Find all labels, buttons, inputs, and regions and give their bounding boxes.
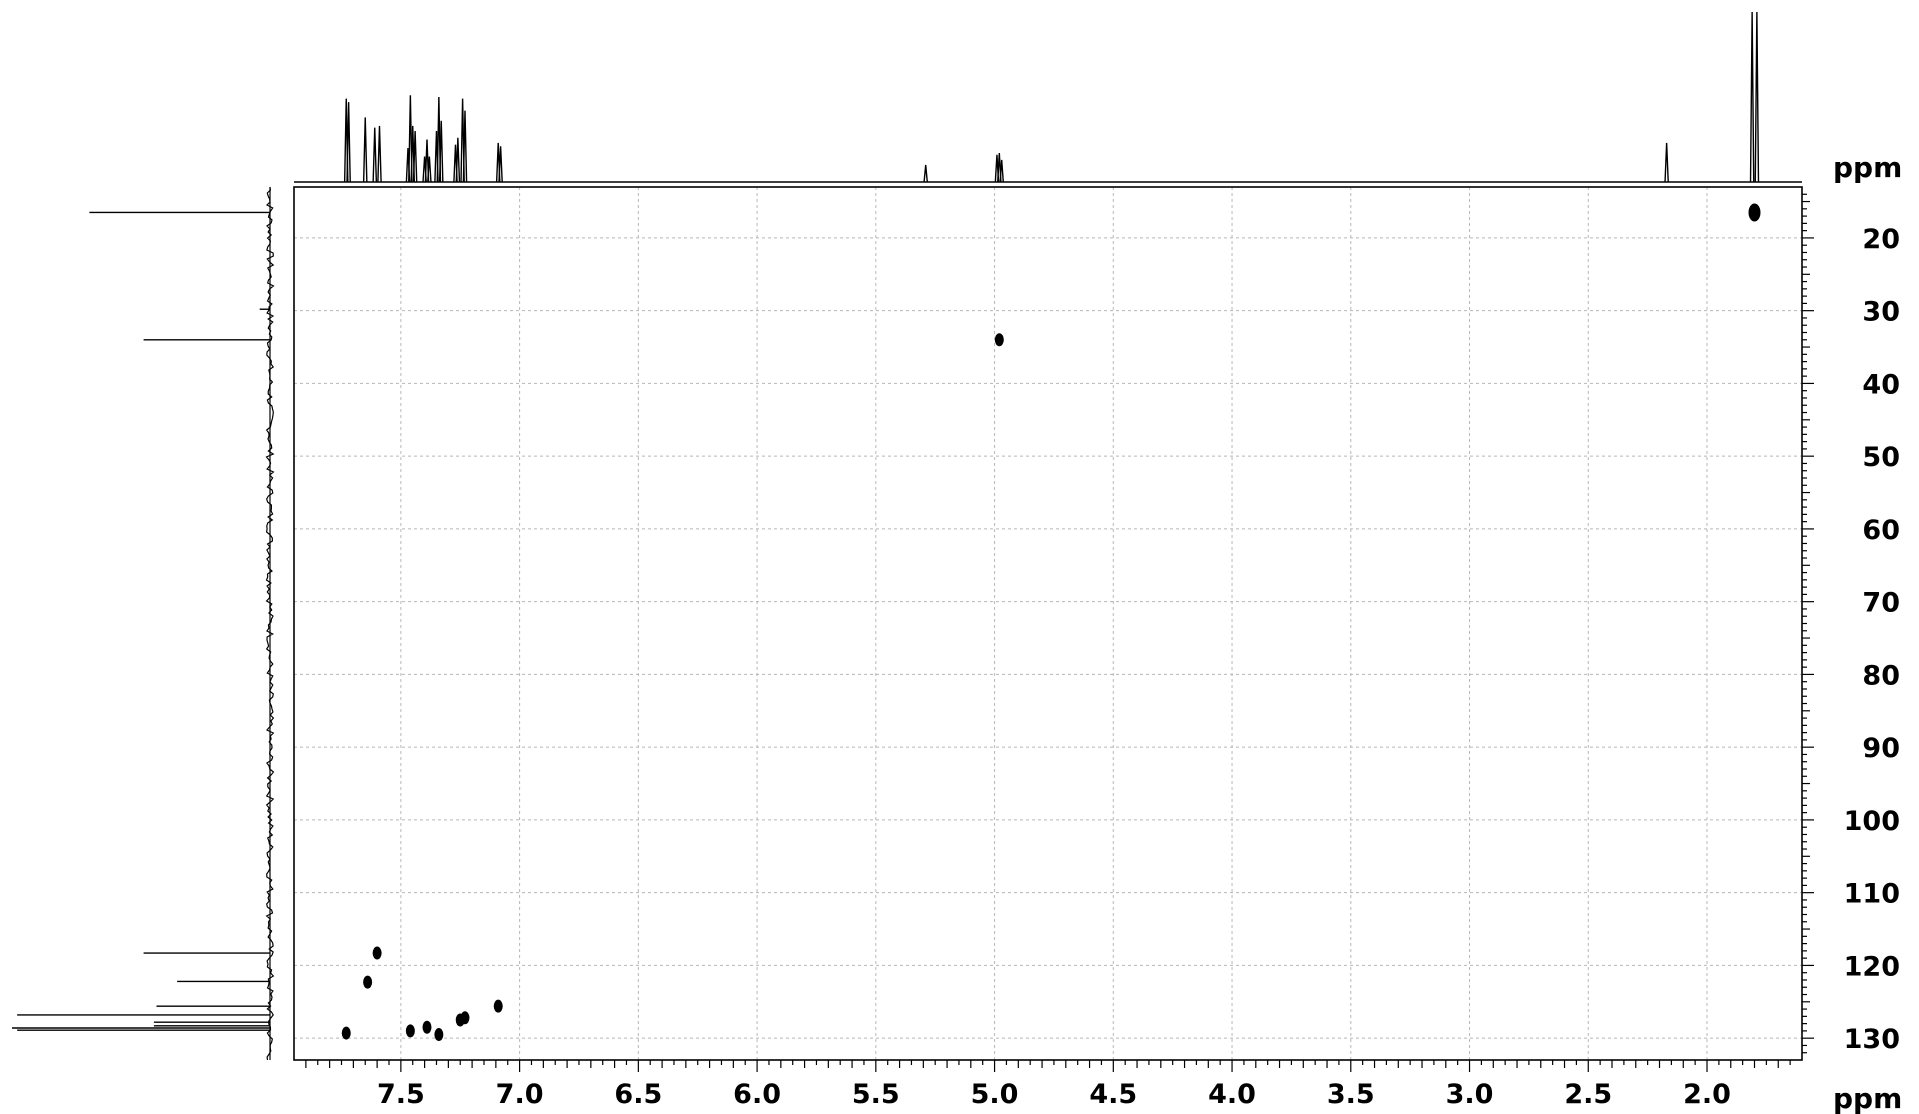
y-tick-label: 20	[1862, 224, 1900, 255]
h1-peak	[455, 137, 461, 183]
x-tick-label: 5.0	[971, 1079, 1019, 1110]
x-tick-label: 6.0	[733, 1079, 781, 1110]
x-tick-label: 3.5	[1327, 1079, 1375, 1110]
cross-peak	[455, 1013, 465, 1027]
y-tick-label: 110	[1844, 879, 1900, 910]
cross-peak	[363, 975, 373, 989]
h1-peak	[427, 156, 432, 183]
cross-peak	[341, 1026, 351, 1040]
cross-peak	[405, 1024, 415, 1038]
cross-peak	[994, 333, 1004, 347]
y-tick-label: 130	[1844, 1024, 1900, 1055]
h1-peak	[412, 130, 418, 183]
c13-baseline-noise	[265, 186, 275, 1061]
x-axis-unit-label: ppm	[1833, 1082, 1902, 1114]
y-tick-label: 120	[1844, 951, 1900, 982]
x-tick-label: 5.5	[852, 1079, 900, 1110]
x-tick-label: 7.5	[377, 1079, 425, 1110]
h1-peak	[1749, 11, 1755, 183]
h1-peak	[999, 159, 1004, 183]
h1-peak	[923, 164, 928, 183]
cross-peak	[434, 1028, 444, 1042]
h1-peak	[377, 125, 382, 183]
h1-peak	[1754, 11, 1760, 183]
h1-peak	[1664, 142, 1669, 183]
cross-peak	[1748, 203, 1761, 222]
y-tick-label: 80	[1862, 660, 1900, 691]
y-tick-label: 90	[1862, 733, 1900, 764]
h1-peak	[498, 146, 503, 183]
x-tick-label: 3.0	[1446, 1079, 1494, 1110]
x-tick-label: 2.0	[1683, 1079, 1731, 1110]
cross-peak	[493, 999, 503, 1013]
y-tick-label: 50	[1862, 442, 1900, 473]
top-axis-unit-label: ppm	[1833, 151, 1902, 184]
h1-peak	[346, 102, 351, 183]
y-tick-label: 30	[1862, 297, 1900, 328]
x-tick-label: 2.5	[1564, 1079, 1612, 1110]
cross-peak	[372, 946, 382, 960]
y-tick-label: 40	[1862, 369, 1900, 400]
x-tick-label: 6.5	[614, 1079, 662, 1110]
plot-frame	[293, 186, 1803, 1061]
h1-peak	[372, 127, 378, 183]
cross-peak	[422, 1020, 432, 1034]
h1-peak	[362, 117, 368, 183]
c13-projection-spectrum	[12, 186, 275, 1061]
h1-projection-spectrum	[294, 11, 1802, 183]
cross-peaks	[341, 203, 1761, 1042]
x-axis: 7.5 7.0 6.5 6.0 5.5 5.0 4.5 4.0 3.5 3.0 2.5 2.0	[305, 1060, 1791, 1110]
h1-peak	[462, 110, 468, 183]
x-tick-label: 4.5	[1089, 1079, 1137, 1110]
grid-lines	[294, 187, 1802, 1060]
y-tick-label: 100	[1844, 806, 1900, 837]
y-axis: 20 30 40 50 60 70 80 90 100 110 120 130	[1802, 193, 1900, 1055]
y-tick-label: 60	[1862, 515, 1900, 546]
x-tick-label: 7.0	[496, 1079, 544, 1110]
h1-peak	[438, 120, 444, 183]
x-tick-label: 4.0	[1208, 1079, 1256, 1110]
y-tick-label: 70	[1862, 588, 1900, 619]
